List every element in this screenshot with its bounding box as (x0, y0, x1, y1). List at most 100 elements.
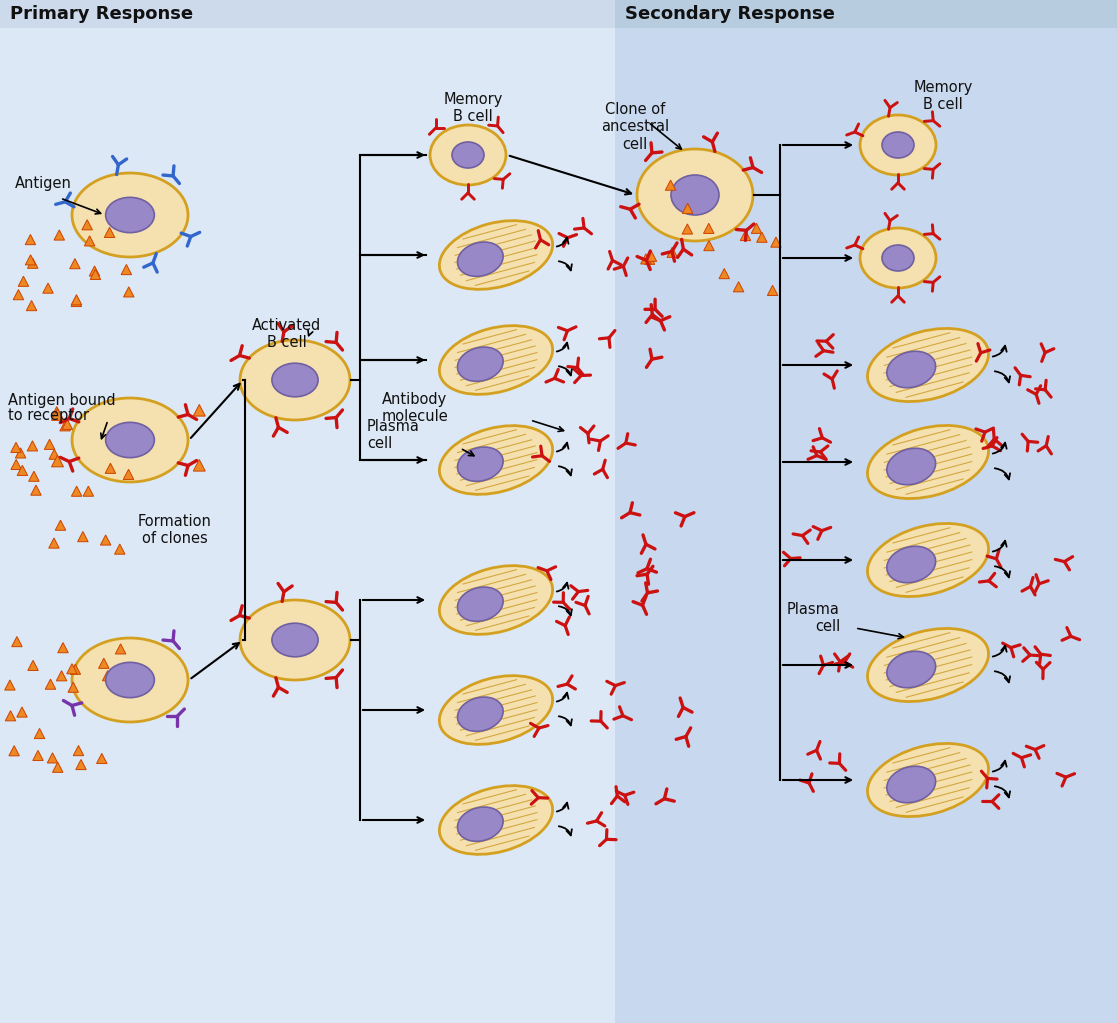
Ellipse shape (439, 426, 553, 494)
Polygon shape (6, 711, 16, 721)
Ellipse shape (458, 242, 503, 276)
Polygon shape (46, 679, 56, 690)
Polygon shape (18, 276, 29, 286)
Ellipse shape (887, 546, 936, 583)
Ellipse shape (439, 566, 553, 634)
Polygon shape (27, 441, 38, 451)
Polygon shape (682, 204, 693, 214)
Polygon shape (71, 486, 82, 496)
Polygon shape (42, 283, 54, 294)
Ellipse shape (868, 328, 989, 402)
Polygon shape (35, 728, 45, 739)
Polygon shape (647, 252, 657, 262)
Polygon shape (51, 409, 64, 420)
Polygon shape (124, 286, 134, 297)
Polygon shape (26, 234, 36, 244)
Polygon shape (28, 660, 38, 670)
Polygon shape (115, 544, 125, 554)
Text: Secondary Response: Secondary Response (626, 5, 834, 23)
Text: Plasma
cell: Plasma cell (367, 418, 420, 451)
Text: Memory
B cell: Memory B cell (443, 92, 503, 125)
Text: Antigen: Antigen (15, 176, 71, 191)
Ellipse shape (458, 447, 503, 482)
Polygon shape (115, 643, 126, 654)
Polygon shape (193, 404, 206, 416)
Ellipse shape (458, 697, 503, 731)
Polygon shape (105, 463, 116, 474)
Polygon shape (71, 295, 82, 305)
Polygon shape (704, 240, 714, 251)
Text: Plasma
cell: Plasma cell (787, 602, 840, 634)
Polygon shape (11, 459, 21, 470)
Ellipse shape (671, 175, 719, 215)
Ellipse shape (240, 601, 350, 680)
Ellipse shape (868, 524, 989, 596)
Polygon shape (666, 180, 676, 190)
Polygon shape (771, 237, 781, 248)
Polygon shape (682, 224, 693, 234)
Text: Antibody
molecule: Antibody molecule (382, 392, 449, 425)
Ellipse shape (71, 638, 188, 722)
FancyBboxPatch shape (615, 0, 1117, 28)
Ellipse shape (637, 149, 753, 241)
Ellipse shape (860, 228, 936, 288)
Polygon shape (98, 658, 109, 668)
Polygon shape (11, 636, 22, 647)
Text: to receptor: to receptor (8, 408, 89, 422)
Ellipse shape (882, 132, 914, 158)
Ellipse shape (887, 652, 936, 687)
Polygon shape (645, 254, 655, 264)
Ellipse shape (458, 587, 503, 621)
Polygon shape (17, 465, 28, 476)
Text: Primary Response: Primary Response (10, 5, 193, 23)
Polygon shape (756, 232, 767, 242)
Text: Clone of
ancestral
cell: Clone of ancestral cell (601, 102, 669, 151)
Polygon shape (16, 448, 26, 458)
Polygon shape (74, 746, 84, 756)
Ellipse shape (430, 125, 506, 185)
Polygon shape (741, 230, 751, 240)
Ellipse shape (106, 422, 154, 457)
Polygon shape (49, 449, 59, 459)
Polygon shape (32, 751, 44, 760)
Polygon shape (123, 470, 134, 480)
Polygon shape (90, 269, 101, 279)
Polygon shape (101, 535, 111, 545)
Ellipse shape (868, 744, 989, 816)
Polygon shape (54, 230, 65, 240)
Polygon shape (27, 301, 37, 311)
Ellipse shape (106, 197, 154, 232)
Ellipse shape (439, 221, 553, 290)
Polygon shape (752, 223, 762, 233)
Polygon shape (78, 532, 88, 542)
Polygon shape (9, 746, 19, 756)
Polygon shape (31, 485, 41, 495)
Polygon shape (667, 248, 678, 258)
FancyBboxPatch shape (615, 0, 1117, 1023)
Polygon shape (68, 682, 78, 693)
Polygon shape (767, 285, 777, 296)
Ellipse shape (458, 347, 503, 382)
Polygon shape (85, 236, 95, 246)
Ellipse shape (887, 351, 936, 388)
Polygon shape (69, 259, 80, 269)
Polygon shape (704, 223, 714, 233)
Polygon shape (96, 753, 107, 763)
Polygon shape (107, 429, 117, 439)
Polygon shape (193, 459, 206, 472)
Ellipse shape (106, 662, 154, 698)
Polygon shape (71, 297, 82, 307)
Polygon shape (89, 266, 99, 276)
Polygon shape (56, 671, 67, 681)
Polygon shape (52, 762, 63, 772)
Polygon shape (103, 671, 113, 680)
Ellipse shape (458, 807, 503, 841)
FancyBboxPatch shape (0, 0, 615, 1023)
Polygon shape (82, 220, 93, 230)
Ellipse shape (240, 340, 350, 420)
Polygon shape (29, 472, 39, 482)
Ellipse shape (71, 173, 188, 257)
Polygon shape (70, 664, 80, 674)
Text: Antigen bound: Antigen bound (8, 393, 116, 408)
Polygon shape (51, 406, 63, 416)
